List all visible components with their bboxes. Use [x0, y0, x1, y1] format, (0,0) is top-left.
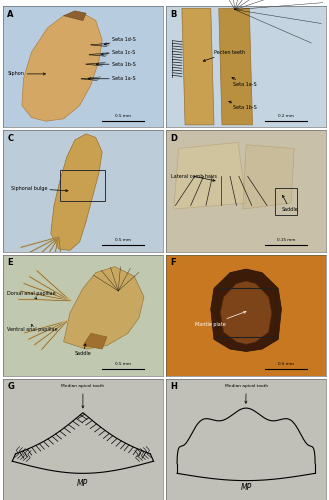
- Text: Siphonal bulge: Siphonal bulge: [11, 186, 68, 192]
- Text: Ventral anal papillae: Ventral anal papillae: [8, 324, 58, 332]
- Text: Pecten teeth: Pecten teeth: [203, 50, 245, 62]
- Polygon shape: [211, 269, 281, 351]
- Text: Seta 1d-S: Seta 1d-S: [104, 38, 136, 45]
- Text: C: C: [8, 134, 13, 143]
- Polygon shape: [243, 145, 294, 209]
- Text: 0.5 mm: 0.5 mm: [115, 362, 131, 366]
- Bar: [217, 288, 275, 337]
- Polygon shape: [182, 8, 214, 125]
- Polygon shape: [22, 14, 102, 121]
- Text: Median apical tooth: Median apical tooth: [61, 384, 105, 408]
- Text: 0.2 mm: 0.2 mm: [278, 114, 294, 117]
- Text: G: G: [8, 382, 14, 392]
- Polygon shape: [63, 11, 86, 20]
- Text: Saddle: Saddle: [281, 195, 298, 212]
- Polygon shape: [219, 8, 253, 125]
- Text: Seta 1a-S: Seta 1a-S: [88, 76, 136, 81]
- Polygon shape: [51, 134, 102, 250]
- Text: MP: MP: [240, 484, 252, 492]
- Text: E: E: [8, 258, 13, 267]
- Text: 0.5 mm: 0.5 mm: [278, 362, 294, 366]
- Text: D: D: [171, 134, 178, 143]
- Text: MP: MP: [77, 478, 89, 488]
- Text: Saddle: Saddle: [75, 344, 91, 356]
- Polygon shape: [63, 266, 144, 349]
- Text: Mantle plate: Mantle plate: [195, 311, 246, 328]
- Text: 0.5 mm: 0.5 mm: [115, 238, 131, 242]
- Text: Seta 1b-S: Seta 1b-S: [229, 101, 257, 110]
- Text: Siphon: Siphon: [8, 72, 45, 76]
- Text: Seta 1b-S: Seta 1b-S: [96, 62, 136, 66]
- Text: B: B: [171, 10, 177, 18]
- Polygon shape: [220, 281, 272, 344]
- Text: 0.15 mm: 0.15 mm: [277, 238, 295, 242]
- Bar: [275, 188, 297, 215]
- Text: H: H: [171, 382, 178, 392]
- Polygon shape: [83, 334, 107, 349]
- Bar: [61, 170, 105, 200]
- Text: Median apical tooth: Median apical tooth: [224, 384, 268, 404]
- Text: Dorsal anal papillae: Dorsal anal papillae: [8, 291, 56, 299]
- Text: Seta 1a-S: Seta 1a-S: [232, 78, 257, 88]
- Text: 0.5 mm: 0.5 mm: [115, 114, 131, 117]
- Text: Seta 1c-S: Seta 1c-S: [101, 50, 135, 55]
- Polygon shape: [174, 142, 246, 209]
- Text: F: F: [171, 258, 176, 267]
- Text: A: A: [8, 10, 14, 18]
- Text: Lateral comb hairs: Lateral comb hairs: [171, 174, 216, 182]
